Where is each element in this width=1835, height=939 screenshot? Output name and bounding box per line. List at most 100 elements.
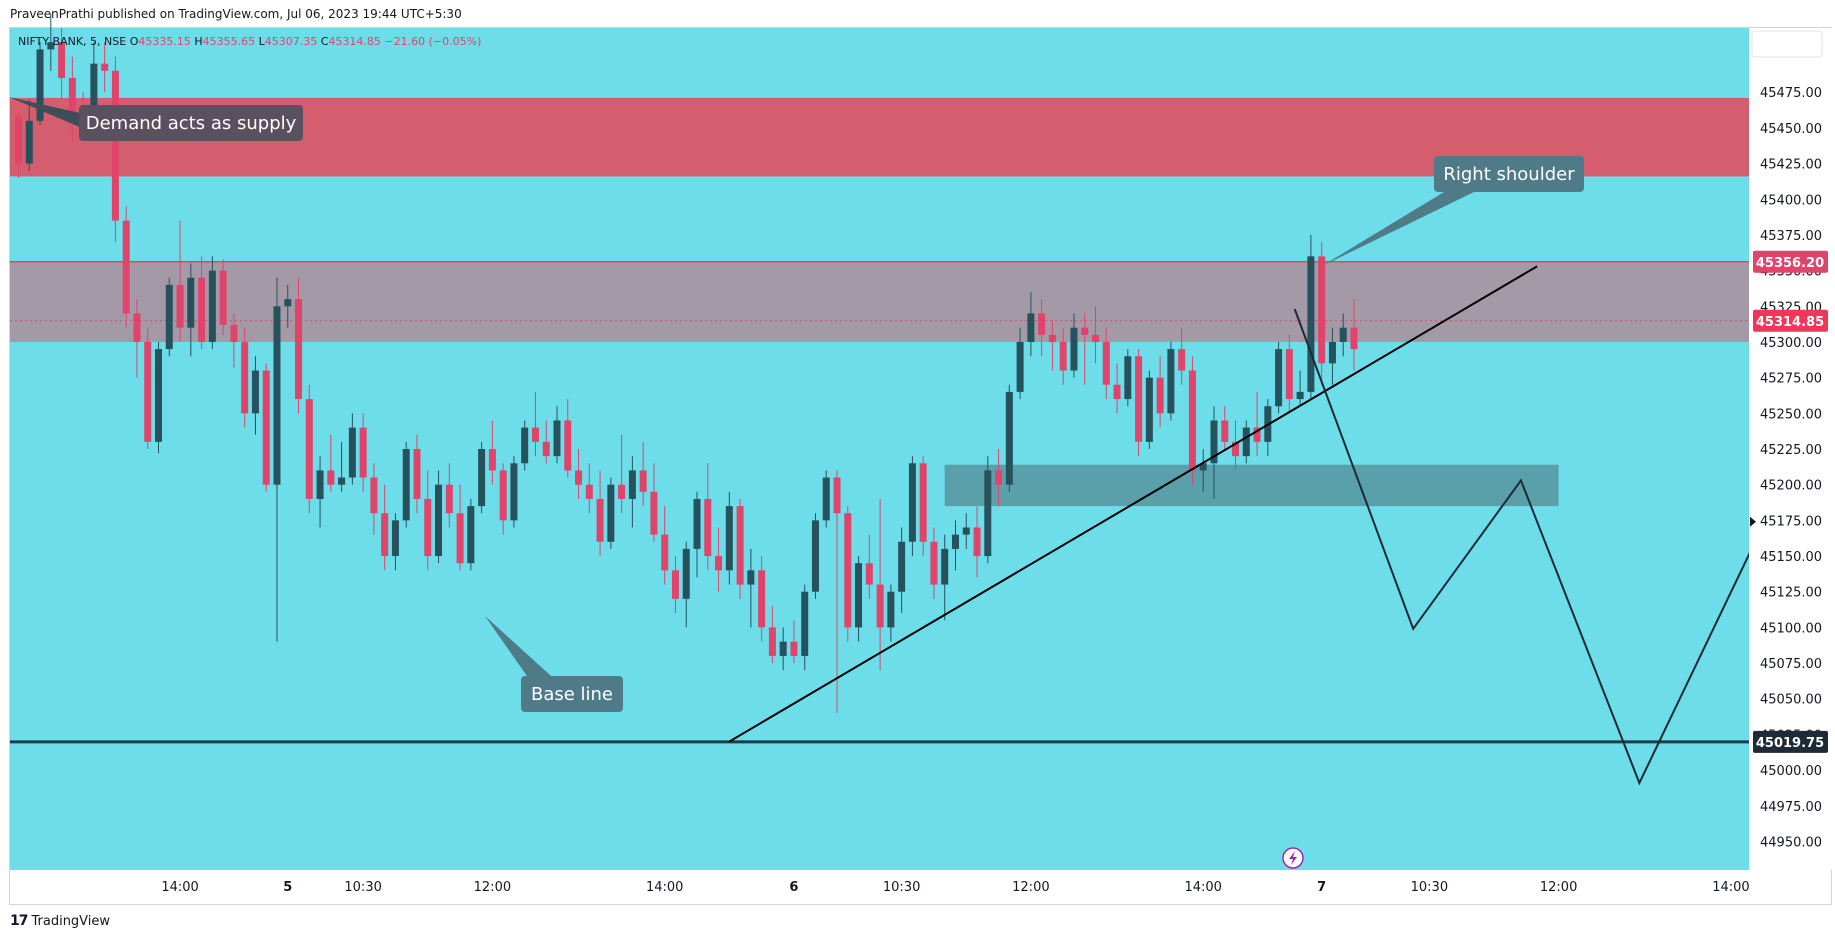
candle[interactable] (725, 491, 733, 585)
candle[interactable] (413, 434, 421, 514)
candle[interactable] (1318, 242, 1326, 385)
candle[interactable] (1199, 449, 1207, 492)
candle[interactable] (747, 548, 755, 628)
candle[interactable] (564, 399, 572, 478)
candle[interactable] (995, 449, 1003, 507)
candle[interactable] (650, 463, 658, 542)
candle[interactable] (1124, 349, 1132, 407)
candle[interactable] (521, 420, 529, 471)
annotation-callout[interactable]: Base line (485, 616, 623, 712)
footer-brand[interactable]: TradingView (31, 913, 111, 929)
candle[interactable] (467, 498, 475, 571)
candle[interactable] (585, 463, 593, 514)
annotation-callout[interactable]: Demand acts as supply (9, 97, 303, 141)
candle[interactable] (855, 556, 863, 642)
candle[interactable] (1275, 341, 1283, 414)
candle[interactable] (1221, 406, 1229, 449)
candle[interactable] (510, 456, 518, 528)
candle[interactable] (391, 513, 399, 571)
candle[interactable] (704, 463, 712, 571)
candle[interactable] (1188, 356, 1196, 485)
candle[interactable] (488, 420, 496, 485)
candle[interactable] (1145, 370, 1153, 449)
candle[interactable] (951, 520, 959, 571)
candle[interactable] (531, 391, 539, 457)
candle[interactable] (165, 277, 173, 357)
price-scale-box[interactable] (1751, 30, 1823, 58)
candle[interactable] (187, 263, 195, 357)
candle[interactable] (1232, 420, 1240, 471)
candle[interactable] (844, 506, 852, 642)
candle[interactable] (1135, 349, 1143, 457)
candle[interactable] (1005, 384, 1013, 492)
candle[interactable] (607, 477, 615, 549)
candle[interactable] (327, 434, 335, 492)
candle[interactable] (887, 584, 895, 642)
candle[interactable] (1113, 363, 1121, 414)
candle[interactable] (1178, 327, 1186, 385)
candle[interactable] (499, 463, 507, 535)
candle[interactable] (1059, 327, 1067, 385)
candle[interactable] (198, 256, 206, 350)
candle[interactable] (1048, 320, 1056, 371)
candle[interactable] (273, 277, 281, 642)
candle[interactable] (822, 470, 830, 528)
candle[interactable] (262, 363, 270, 492)
candle[interactable] (811, 513, 819, 599)
candle[interactable] (176, 220, 184, 342)
candle[interactable] (348, 413, 356, 485)
candle[interactable] (1339, 313, 1347, 357)
candle[interactable] (908, 456, 916, 557)
demand-zone[interactable] (944, 464, 1559, 507)
candle[interactable] (68, 56, 76, 143)
candle[interactable] (1350, 299, 1358, 371)
candle[interactable] (133, 299, 141, 378)
candle[interactable] (47, 13, 55, 71)
symbol-ohlc-legend[interactable]: NIFTY BANK, 5, NSE O45335.15 H45355.65 L… (18, 35, 481, 48)
candle[interactable] (402, 441, 410, 528)
candle[interactable] (219, 259, 227, 335)
candle[interactable] (876, 498, 884, 671)
candle[interactable] (15, 110, 22, 178)
candle[interactable] (898, 527, 906, 614)
candle[interactable] (370, 463, 378, 535)
candle[interactable] (1016, 327, 1024, 400)
candle[interactable] (445, 463, 453, 528)
candle[interactable] (715, 527, 723, 592)
candle[interactable] (456, 484, 464, 571)
candle[interactable] (639, 441, 647, 507)
candle[interactable] (671, 556, 679, 614)
candle[interactable] (101, 42, 109, 93)
candle[interactable] (435, 470, 443, 564)
candle[interactable] (973, 506, 981, 578)
candle[interactable] (1027, 292, 1035, 357)
candle[interactable] (230, 313, 238, 368)
candle[interactable] (1242, 420, 1250, 464)
candle[interactable] (478, 441, 486, 514)
candle[interactable] (381, 484, 389, 571)
candle[interactable] (251, 356, 259, 435)
lightning-icon[interactable] (1282, 847, 1304, 869)
candle[interactable] (833, 470, 841, 714)
candle[interactable] (628, 456, 636, 528)
candle[interactable] (575, 449, 583, 499)
range-zone[interactable] (10, 261, 1749, 342)
candlestick-chart[interactable]: Demand acts as supply Right shoulder Base … (0, 0, 1835, 910)
candle[interactable] (596, 470, 604, 557)
candle[interactable] (111, 56, 119, 243)
candle[interactable] (316, 456, 324, 528)
candle[interactable] (919, 456, 927, 557)
candle[interactable] (338, 441, 346, 492)
tradingview-logo-icon[interactable]: 17 (10, 913, 29, 929)
candle[interactable] (962, 513, 970, 549)
candle[interactable] (984, 456, 992, 564)
annotation-callout[interactable]: Right shoulder (1322, 156, 1584, 266)
candle[interactable] (144, 327, 152, 449)
candle[interactable] (865, 534, 873, 599)
candle[interactable] (801, 584, 809, 671)
candle[interactable] (1296, 370, 1304, 407)
candle[interactable] (122, 206, 130, 328)
candle[interactable] (305, 384, 313, 514)
candle[interactable] (768, 605, 776, 664)
candle[interactable] (1210, 406, 1218, 499)
